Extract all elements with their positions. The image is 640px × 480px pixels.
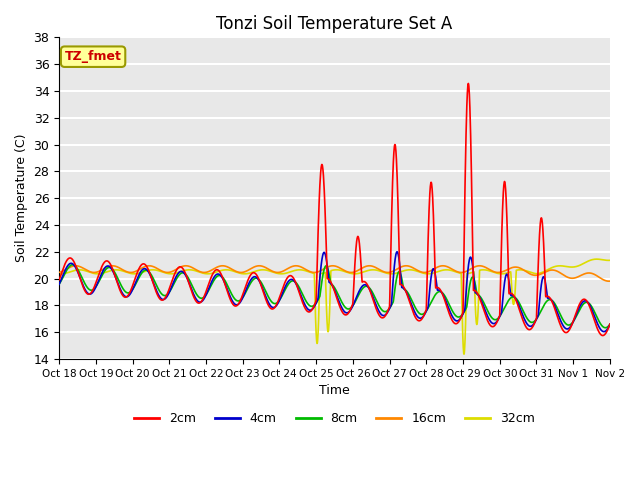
- 8cm: [55, 281, 63, 287]
- 2cm: [209, 271, 216, 277]
- 8cm: [602, 325, 609, 331]
- 32cm: [495, 271, 502, 276]
- 8cm: [351, 300, 358, 306]
- 32cm: [362, 268, 370, 274]
- Text: TZ_fmet: TZ_fmet: [65, 50, 122, 63]
- 32cm: [55, 271, 63, 276]
- 4cm: [606, 322, 614, 327]
- 4cm: [600, 329, 607, 335]
- 16cm: [605, 278, 612, 284]
- 32cm: [557, 263, 565, 269]
- 2cm: [606, 321, 614, 327]
- 16cm: [351, 269, 358, 275]
- 8cm: [209, 279, 217, 285]
- X-axis label: Time: Time: [319, 384, 350, 397]
- 4cm: [394, 249, 401, 255]
- 2cm: [351, 272, 358, 277]
- 8cm: [363, 283, 371, 289]
- Line: 2cm: 2cm: [59, 84, 610, 336]
- 4cm: [351, 300, 358, 305]
- Legend: 2cm, 4cm, 8cm, 16cm, 32cm: 2cm, 4cm, 8cm, 16cm, 32cm: [129, 407, 540, 430]
- 32cm: [573, 264, 580, 269]
- 2cm: [495, 315, 502, 321]
- 4cm: [362, 282, 370, 288]
- Line: 16cm: 16cm: [59, 266, 610, 281]
- 32cm: [209, 270, 216, 276]
- 2cm: [362, 280, 370, 286]
- 4cm: [209, 276, 216, 282]
- Line: 4cm: 4cm: [59, 252, 610, 332]
- 16cm: [209, 266, 216, 272]
- 16cm: [362, 264, 370, 269]
- 4cm: [55, 281, 63, 287]
- 16cm: [606, 278, 614, 284]
- 16cm: [557, 271, 565, 276]
- 4cm: [573, 311, 580, 316]
- Line: 32cm: 32cm: [59, 259, 610, 354]
- 16cm: [573, 275, 580, 280]
- 2cm: [557, 324, 565, 330]
- Title: Tonzi Soil Temperature Set A: Tonzi Soil Temperature Set A: [216, 15, 452, 33]
- 8cm: [557, 314, 565, 320]
- 32cm: [606, 257, 614, 263]
- 16cm: [55, 269, 63, 275]
- 2cm: [599, 333, 607, 338]
- 4cm: [557, 320, 565, 325]
- 32cm: [593, 256, 600, 262]
- 8cm: [495, 315, 502, 321]
- 2cm: [465, 81, 472, 86]
- 2cm: [55, 277, 63, 283]
- Y-axis label: Soil Temperature (C): Soil Temperature (C): [15, 134, 28, 263]
- 16cm: [495, 270, 502, 276]
- 2cm: [573, 308, 580, 314]
- 8cm: [68, 262, 76, 268]
- 16cm: [476, 263, 483, 269]
- 32cm: [460, 351, 468, 357]
- 4cm: [495, 316, 502, 322]
- Line: 8cm: 8cm: [59, 265, 610, 328]
- 32cm: [351, 271, 358, 276]
- 8cm: [606, 322, 614, 327]
- 8cm: [573, 312, 580, 318]
